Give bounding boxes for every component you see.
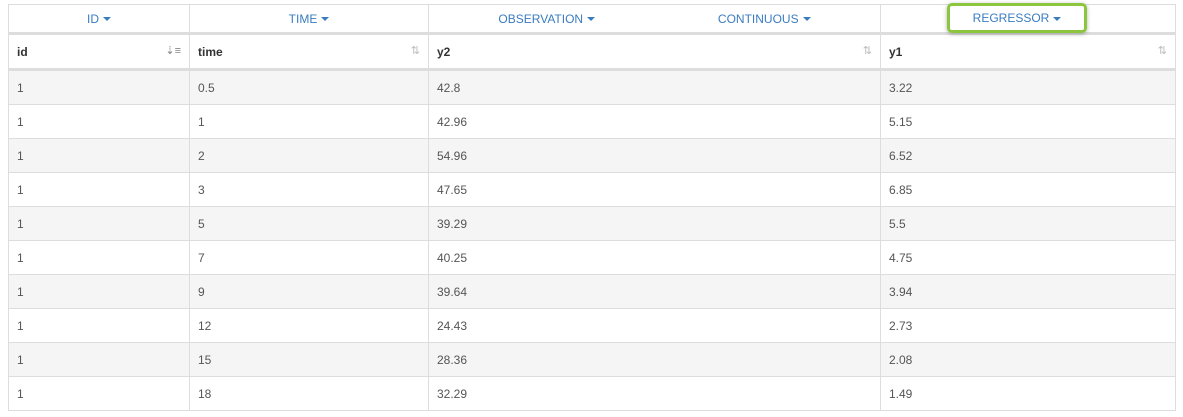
cell-id: 1 xyxy=(8,342,190,377)
cell-y1: 2.73 xyxy=(880,308,1176,343)
cell-y2: 47.65 xyxy=(428,172,881,207)
caret-down-icon xyxy=(587,17,596,22)
cell-y1: 2.08 xyxy=(880,342,1176,377)
cell-time: 18 xyxy=(189,376,429,411)
cell-y1: 6.52 xyxy=(880,138,1176,173)
cell-id: 1 xyxy=(8,308,190,343)
cell-y1: 5.15 xyxy=(880,104,1176,139)
regressor-type-dropdown[interactable]: REGRESSOR xyxy=(973,11,1062,25)
cell-y1: 6.85 xyxy=(880,172,1176,207)
sort-asc-icon[interactable]: ⇣≡ xyxy=(165,45,181,57)
cell-id: 1 xyxy=(8,172,190,207)
cell-y2: 39.29 xyxy=(428,206,881,241)
sort-icon[interactable]: ⇅ xyxy=(410,45,420,57)
data-table: ID TIME OBSERVATION CONTINUOUS REGRESSOR … xyxy=(8,3,1176,411)
regressor-highlight: REGRESSOR xyxy=(947,3,1087,33)
table-row: 1 5 39.29 5.5 xyxy=(8,206,1176,241)
cell-y1: 5.5 xyxy=(880,206,1176,241)
cell-time: 9 xyxy=(189,274,429,309)
table-row: 1 2 54.96 6.52 xyxy=(8,138,1176,173)
cell-y2: 42.8 xyxy=(428,69,881,105)
cell-y1: 4.75 xyxy=(880,240,1176,275)
cell-y2: 40.25 xyxy=(428,240,881,275)
cell-time: 3 xyxy=(189,172,429,207)
cell-time: 1 xyxy=(189,104,429,139)
caret-down-icon xyxy=(321,17,330,22)
table-row: 1 0.5 42.8 3.22 xyxy=(8,69,1176,105)
cell-time: 15 xyxy=(189,342,429,377)
cell-y1: 3.94 xyxy=(880,274,1176,309)
cell-id: 1 xyxy=(8,104,190,139)
table-row: 1 15 28.36 2.08 xyxy=(8,342,1176,377)
caret-down-icon xyxy=(103,17,111,22)
table-row: 1 1 42.96 5.15 xyxy=(8,104,1176,139)
table-row: 1 18 32.29 1.49 xyxy=(8,376,1176,411)
id-type-dropdown[interactable]: ID xyxy=(87,12,111,26)
group-header-y2: OBSERVATION CONTINUOUS xyxy=(428,4,881,35)
cell-time: 2 xyxy=(189,138,429,173)
cell-y2: 42.96 xyxy=(428,104,881,139)
caret-down-icon xyxy=(1053,16,1062,21)
group-header-id: ID xyxy=(8,4,190,35)
cell-y2: 28.36 xyxy=(428,342,881,377)
sort-icon[interactable]: ⇅ xyxy=(1157,45,1167,57)
cell-time: 12 xyxy=(189,308,429,343)
cell-id: 1 xyxy=(8,240,190,275)
continuous-type-dropdown[interactable]: CONTINUOUS xyxy=(718,12,811,26)
cell-id: 1 xyxy=(8,138,190,173)
sort-icon[interactable]: ⇅ xyxy=(862,45,872,57)
table-row: 1 3 47.65 6.85 xyxy=(8,172,1176,207)
cell-y2: 39.64 xyxy=(428,274,881,309)
cell-id: 1 xyxy=(8,69,190,105)
cell-time: 7 xyxy=(189,240,429,275)
table-row: 1 7 40.25 4.75 xyxy=(8,240,1176,275)
cell-y1: 3.22 xyxy=(880,69,1176,105)
table-row: 1 9 39.64 3.94 xyxy=(8,274,1176,309)
cell-id: 1 xyxy=(8,376,190,411)
group-header-time: TIME xyxy=(189,4,429,35)
table-row: 1 12 24.43 2.73 xyxy=(8,308,1176,343)
cell-y2: 32.29 xyxy=(428,376,881,411)
observation-type-dropdown[interactable]: OBSERVATION xyxy=(498,12,596,26)
caret-down-icon xyxy=(802,17,811,22)
cell-y1: 1.49 xyxy=(880,376,1176,411)
column-header-id[interactable]: id ⇣≡ xyxy=(8,33,190,71)
time-type-dropdown[interactable]: TIME xyxy=(289,12,330,26)
cell-time: 5 xyxy=(189,206,429,241)
group-header-y1: REGRESSOR xyxy=(880,3,1176,35)
cell-y2: 54.96 xyxy=(428,138,881,173)
column-header-time[interactable]: time ⇅ xyxy=(189,33,429,71)
column-header-y2[interactable]: y2 ⇅ xyxy=(428,33,881,71)
cell-y2: 24.43 xyxy=(428,308,881,343)
column-header-y1[interactable]: y1 ⇅ xyxy=(880,33,1176,71)
cell-id: 1 xyxy=(8,274,190,309)
cell-time: 0.5 xyxy=(189,69,429,105)
cell-id: 1 xyxy=(8,206,190,241)
